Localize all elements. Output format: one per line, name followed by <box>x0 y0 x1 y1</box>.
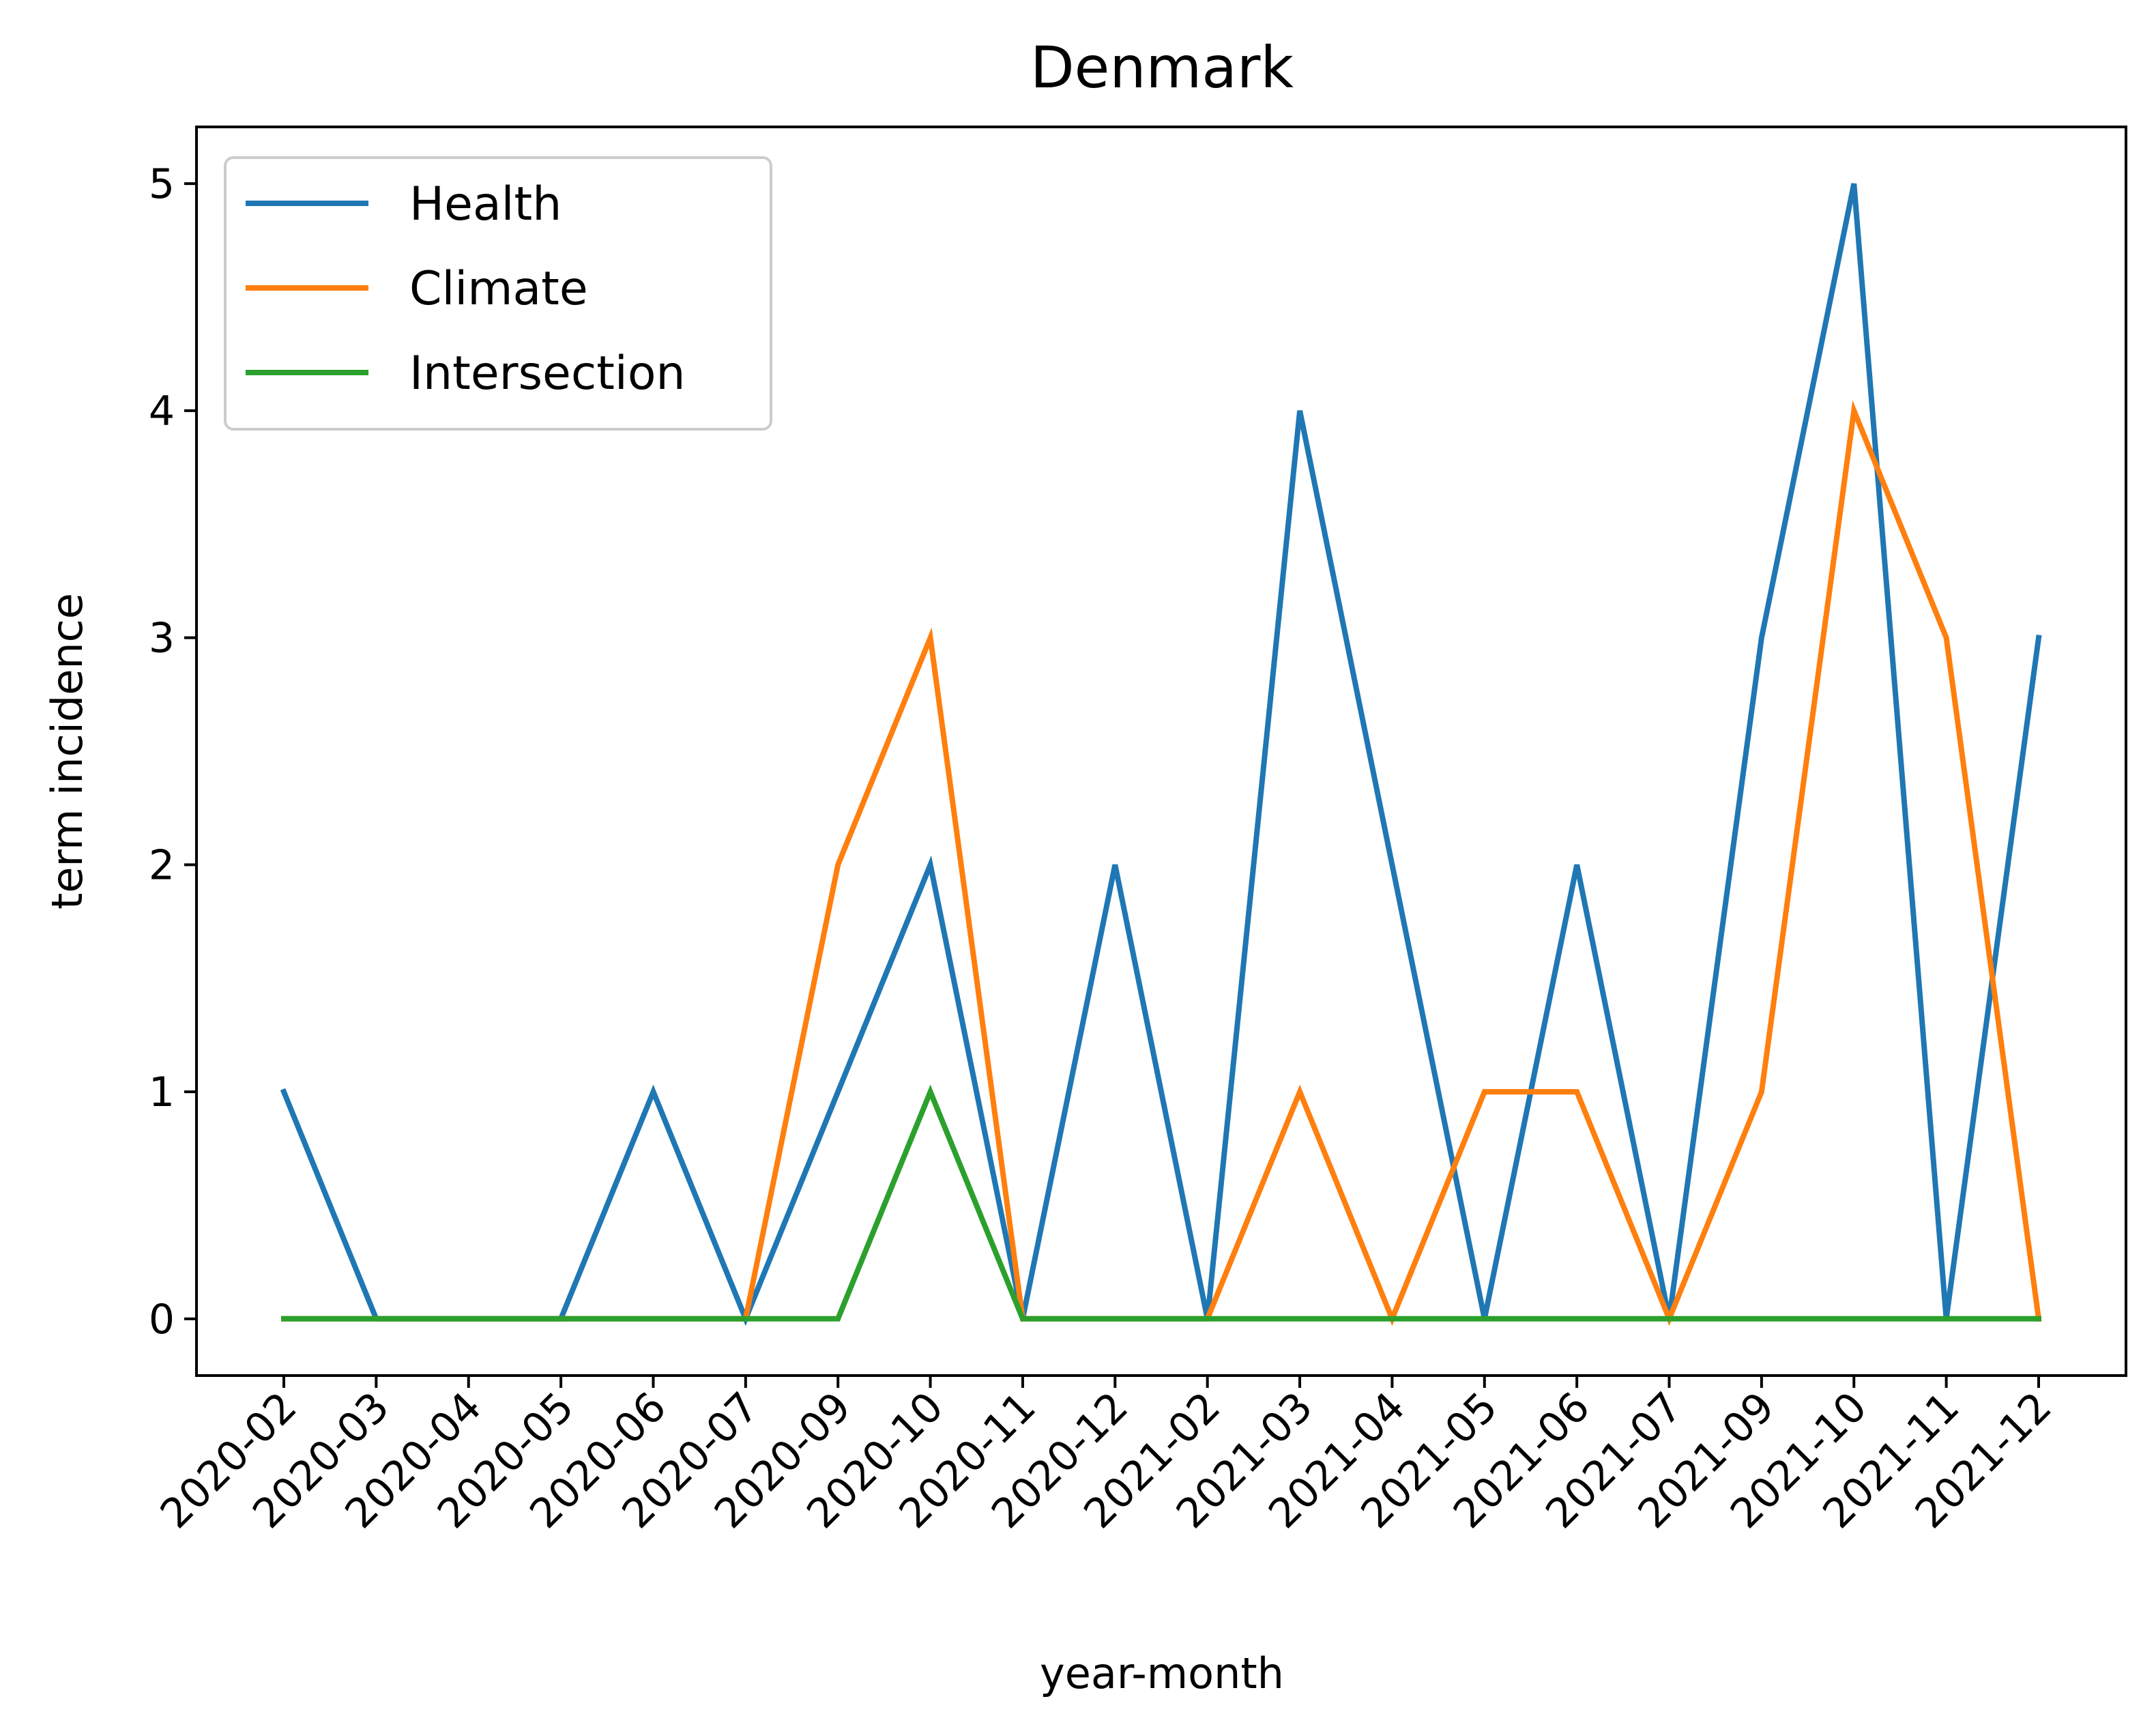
series-line-health <box>280 183 2042 1326</box>
chart-title: Denmark <box>1030 34 1294 101</box>
y-tick-label: 2 <box>149 841 175 889</box>
y-tick-label: 1 <box>149 1069 175 1116</box>
series-layer <box>280 183 2042 1326</box>
plot-frame <box>195 126 2127 1377</box>
y-tick-label: 5 <box>149 160 175 208</box>
y-tick-label: 0 <box>149 1296 175 1343</box>
legend-label-health: Health <box>409 177 562 231</box>
series-line-intersection <box>281 1084 2041 1322</box>
y-axis: 0 1 2 3 4 5 <box>149 160 196 1343</box>
x-axis-label: year-month <box>1040 1648 1284 1698</box>
y-tick-label: 3 <box>149 615 175 663</box>
y-tick-label: 4 <box>149 388 175 435</box>
legend-label-intersection: Intersection <box>409 347 686 401</box>
legend-box <box>224 156 772 431</box>
legend-label-climate: Climate <box>409 262 588 316</box>
y-axis-label: term incidence <box>42 593 92 910</box>
legend: Health Climate Intersection <box>224 156 772 431</box>
